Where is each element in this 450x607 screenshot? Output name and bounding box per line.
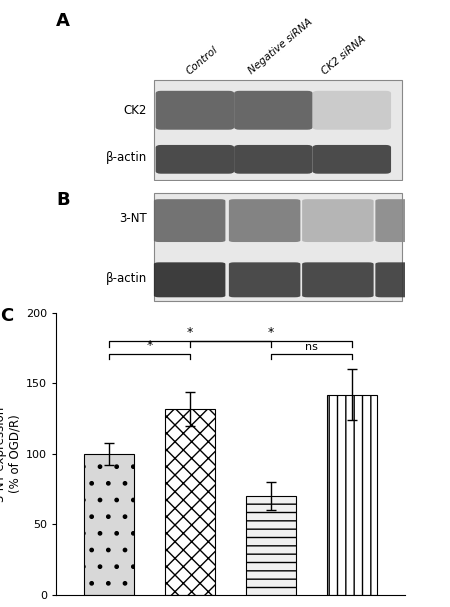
Text: *: * <box>187 326 193 339</box>
FancyBboxPatch shape <box>156 145 234 174</box>
Bar <box>154 193 401 301</box>
FancyBboxPatch shape <box>229 199 301 242</box>
Y-axis label: 3-NT expression
(% of OGD/R): 3-NT expression (% of OGD/R) <box>0 406 22 501</box>
Text: C: C <box>0 307 13 325</box>
Text: CK2: CK2 <box>124 104 147 117</box>
Bar <box>165 409 215 595</box>
FancyBboxPatch shape <box>313 91 391 130</box>
Text: CK2 siRNA: CK2 siRNA <box>320 34 368 76</box>
Text: Control: Control <box>184 44 220 76</box>
FancyBboxPatch shape <box>154 199 225 242</box>
Text: A: A <box>56 12 70 30</box>
FancyBboxPatch shape <box>302 199 374 242</box>
Text: B: B <box>56 191 70 209</box>
FancyBboxPatch shape <box>302 262 374 297</box>
Bar <box>246 496 296 595</box>
Text: 3-NT: 3-NT <box>119 212 147 225</box>
FancyBboxPatch shape <box>234 145 313 174</box>
Text: *: * <box>268 326 274 339</box>
Text: *: * <box>146 339 153 351</box>
Text: β-actin: β-actin <box>106 151 147 164</box>
FancyBboxPatch shape <box>156 91 234 130</box>
Bar <box>154 80 401 180</box>
FancyBboxPatch shape <box>375 199 447 242</box>
FancyBboxPatch shape <box>313 145 391 174</box>
Bar <box>327 395 378 595</box>
Text: Negative siRNA: Negative siRNA <box>247 17 315 76</box>
FancyBboxPatch shape <box>154 262 225 297</box>
Bar <box>84 454 134 595</box>
FancyBboxPatch shape <box>229 262 301 297</box>
Text: ns: ns <box>305 342 318 351</box>
FancyBboxPatch shape <box>234 91 313 130</box>
FancyBboxPatch shape <box>375 262 447 297</box>
Text: β-actin: β-actin <box>106 272 147 285</box>
